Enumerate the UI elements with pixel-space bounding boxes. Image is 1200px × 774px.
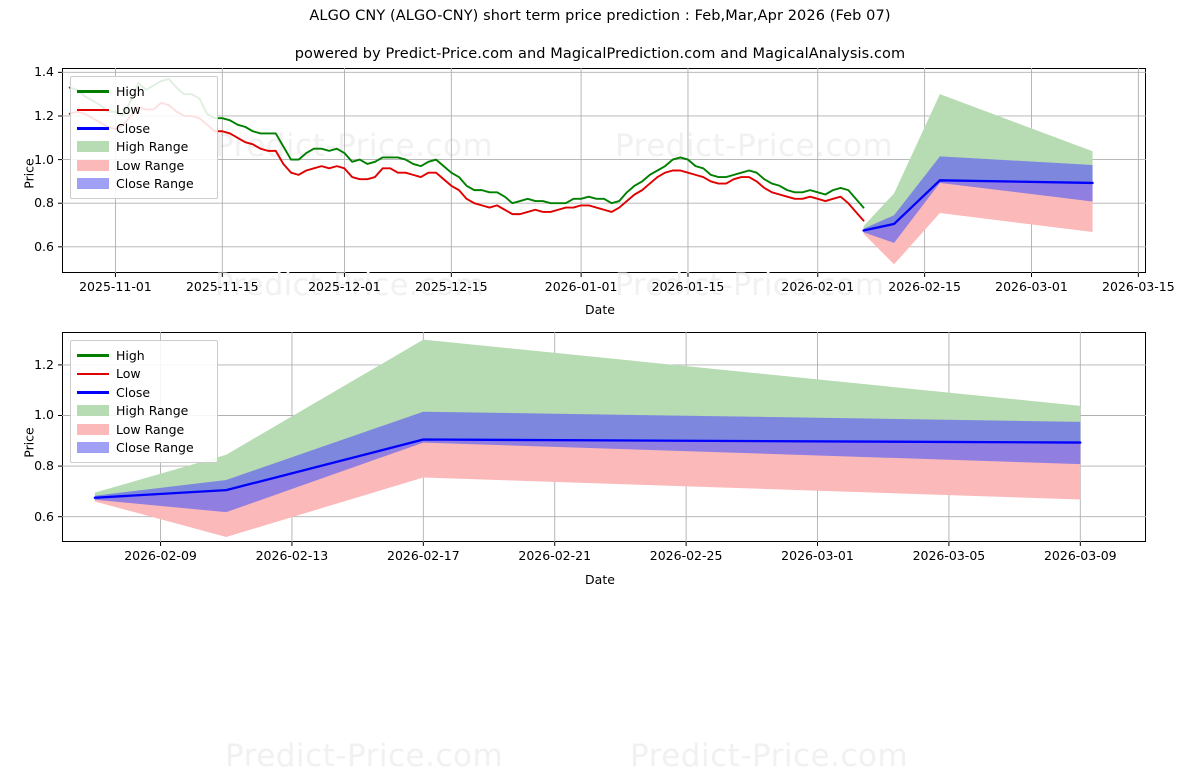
x-tick-label: 2025-11-01 xyxy=(79,279,152,294)
overview-legend-item-close: Close xyxy=(77,119,209,138)
y-tick-label: 1.0 xyxy=(34,407,54,423)
detail-legend: High Low Close High Range Low Range Close Ran… xyxy=(70,340,218,463)
overview-legend-label: Low Range xyxy=(116,157,185,173)
overview-legend-label: High xyxy=(116,83,145,99)
overview-legend-swatch-icon xyxy=(77,177,109,190)
detail-legend-item-close-range: Close Range xyxy=(77,439,209,458)
overview-chart-panel: Price Predict-Price.com Predict-Price.com… xyxy=(0,0,1200,320)
detail-legend-item-high: High xyxy=(77,346,209,365)
overview-legend-swatch-icon xyxy=(77,140,109,153)
detail-x-axis-label: Date xyxy=(585,572,615,587)
overview-legend-swatch-icon xyxy=(77,122,109,135)
watermark-text: Predict-Price.com xyxy=(630,738,909,774)
overview-legend-label: Close Range xyxy=(116,176,194,192)
page-title: ALGO CNY (ALGO-CNY) short term price pre… xyxy=(309,8,891,24)
x-tick-label: 2026-02-13 xyxy=(255,548,329,563)
overview-legend-swatch-icon xyxy=(77,103,109,116)
overview-chart-svg xyxy=(58,68,1146,277)
x-tick-label: 2026-01-15 xyxy=(651,279,725,294)
overview-legend-swatch-icon xyxy=(77,85,109,98)
overview-legend-item-high-range: High Range xyxy=(77,138,209,157)
x-tick-label: 2026-02-09 xyxy=(124,548,197,563)
x-tick-label: 2026-03-01 xyxy=(995,279,1068,294)
x-tick-label: 2026-03-01 xyxy=(781,548,854,563)
y-tick-label: 1.2 xyxy=(34,356,54,372)
x-tick-label: 2026-02-17 xyxy=(387,548,460,563)
detail-legend-item-low-range: Low Range xyxy=(77,420,209,439)
overview-x-axis-label: Date xyxy=(585,302,615,317)
watermark-text: Predict-Price.com xyxy=(215,268,485,303)
overview-legend-item-close-range: Close Range xyxy=(77,175,209,194)
x-tick-label: 2025-12-01 xyxy=(308,279,381,294)
overview-legend-item-low: Low xyxy=(77,101,209,120)
overview-legend-label: Close xyxy=(116,120,151,136)
detail-legend-item-low: Low xyxy=(77,365,209,384)
watermark-text: Predict-Price.com xyxy=(615,268,885,303)
y-tick-label: 0.6 xyxy=(34,508,54,524)
overview-legend: High Low Close High Range Low Range Close Ran… xyxy=(70,76,218,199)
y-tick-label: 0.8 xyxy=(34,458,54,474)
detail-legend-swatch-icon xyxy=(77,349,109,362)
detail-legend-item-high-range: High Range xyxy=(77,402,209,421)
detail-legend-label: Low Range xyxy=(116,421,185,437)
detail-legend-swatch-icon xyxy=(77,386,109,399)
y-tick-label: 1.2 xyxy=(34,107,54,123)
watermark-text: Predict-Price.com xyxy=(615,128,894,164)
overview-legend-item-high: High xyxy=(77,82,209,101)
x-tick-label: 2026-02-21 xyxy=(518,548,592,563)
overview-legend-swatch-icon xyxy=(77,159,109,172)
overview-legend-label: High Range xyxy=(116,139,189,155)
y-tick-label: 0.8 xyxy=(34,195,54,211)
x-tick-label: 2026-02-25 xyxy=(649,548,723,563)
y-tick-label: 1.0 xyxy=(34,151,54,167)
x-tick-label: 2026-02-01 xyxy=(781,279,855,294)
x-tick-label: 2025-12-15 xyxy=(414,279,488,294)
detail-legend-label: High Range xyxy=(116,403,189,419)
detail-legend-swatch-icon xyxy=(77,367,109,380)
detail-chart-svg xyxy=(58,332,1146,546)
detail-legend-item-close: Close xyxy=(77,383,209,402)
detail-legend-swatch-icon xyxy=(77,423,109,436)
watermark-text: Predict-Price.com xyxy=(225,738,504,774)
y-tick-label: 1.4 xyxy=(34,64,54,80)
x-tick-label: 2026-03-05 xyxy=(912,548,986,563)
detail-legend-label: High xyxy=(116,347,145,363)
overview-legend-label: Low xyxy=(116,102,141,118)
detail-legend-label: Close xyxy=(116,384,151,400)
detail-legend-swatch-icon xyxy=(77,441,109,454)
overview-legend-item-low-range: Low Range xyxy=(77,156,209,175)
detail-legend-label: Close Range xyxy=(116,440,194,456)
detail-legend-swatch-icon xyxy=(77,404,109,417)
y-tick-label: 0.6 xyxy=(34,238,54,254)
x-tick-label: 2026-03-15 xyxy=(1102,279,1175,294)
detail-legend-label: Low xyxy=(116,366,141,382)
x-tick-label: 2025-11-15 xyxy=(185,279,259,294)
x-tick-label: 2026-01-01 xyxy=(544,279,618,294)
detail-chart-panel: Price Predict-Price.com Predict-Price.com… xyxy=(0,320,1200,774)
x-tick-label: 2026-03-09 xyxy=(1043,548,1117,563)
x-tick-label: 2026-02-15 xyxy=(888,279,961,294)
page-subtitle: powered by Predict-Price.com and Magical… xyxy=(294,46,906,62)
